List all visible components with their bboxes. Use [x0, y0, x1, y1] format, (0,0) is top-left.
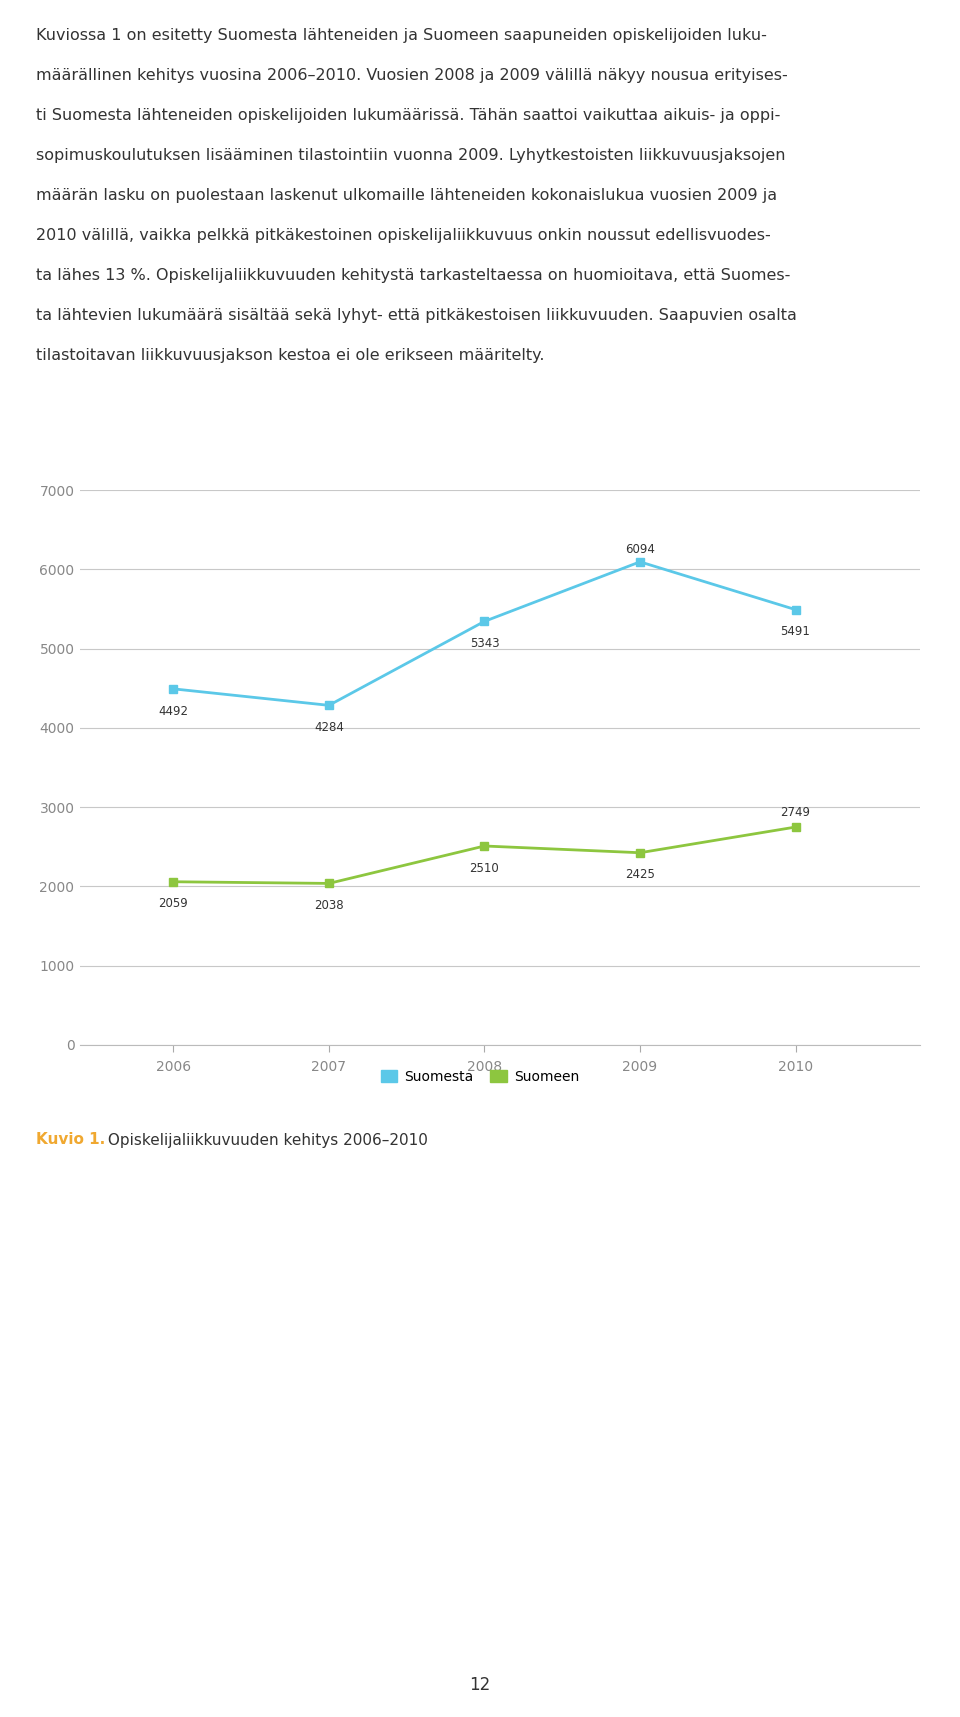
Text: määrän lasku on puolestaan laskenut ulkomaille lähteneiden kokonaislukua vuosien: määrän lasku on puolestaan laskenut ulko… — [36, 187, 778, 203]
Text: 6094: 6094 — [625, 543, 655, 556]
Text: Kuvio 1.: Kuvio 1. — [36, 1133, 106, 1147]
Text: ti Suomesta lähteneiden opiskelijoiden lukumäärissä. Tähän saattoi vaikuttaa aik: ti Suomesta lähteneiden opiskelijoiden l… — [36, 108, 780, 124]
Text: Opiskelijaliikkuvuuden kehitys 2006–2010: Opiskelijaliikkuvuuden kehitys 2006–2010 — [103, 1133, 428, 1147]
Text: 2425: 2425 — [625, 869, 655, 881]
Text: 2749: 2749 — [780, 807, 810, 819]
Text: 2010 välillä, vaikka pelkkä pitkäkestoinen opiskelijaliikkuvuus onkin noussut ed: 2010 välillä, vaikka pelkkä pitkäkestoin… — [36, 228, 771, 244]
Text: 12: 12 — [469, 1676, 491, 1695]
Text: 2059: 2059 — [158, 898, 188, 910]
Text: 2510: 2510 — [469, 862, 499, 874]
Text: tilastoitavan liikkuvuusjakson kestoa ei ole erikseen määritelty.: tilastoitavan liikkuvuusjakson kestoa ei… — [36, 349, 545, 362]
Text: määrällinen kehitys vuosina 2006–2010. Vuosien 2008 ja 2009 välillä näkyy nousua: määrällinen kehitys vuosina 2006–2010. V… — [36, 69, 788, 82]
Text: 2038: 2038 — [314, 900, 344, 912]
Text: ta lähes 13 %. Opiskelijaliikkuvuuden kehitystä tarkasteltaessa on huomioitava, : ta lähes 13 %. Opiskelijaliikkuvuuden ke… — [36, 268, 791, 283]
Text: 4284: 4284 — [314, 721, 344, 735]
Text: sopimuskoulutuksen lisääminen tilastointiin vuonna 2009. Lyhytkestoisten liikkuv: sopimuskoulutuksen lisääminen tilastoint… — [36, 148, 786, 163]
Text: Kuviossa 1 on esitetty Suomesta lähteneiden ja Suomeen saapuneiden opiskelijoide: Kuviossa 1 on esitetty Suomesta lähtenei… — [36, 27, 767, 43]
Legend: Suomesta, Suomeen: Suomesta, Suomeen — [375, 1065, 585, 1090]
Text: ta lähtevien lukumäärä sisältää sekä lyhyt- että pitkäkestoisen liikkuvuuden. Sa: ta lähtevien lukumäärä sisältää sekä lyh… — [36, 307, 798, 323]
Text: 5343: 5343 — [469, 637, 499, 651]
Text: 4492: 4492 — [158, 704, 188, 718]
Text: 5491: 5491 — [780, 625, 810, 639]
